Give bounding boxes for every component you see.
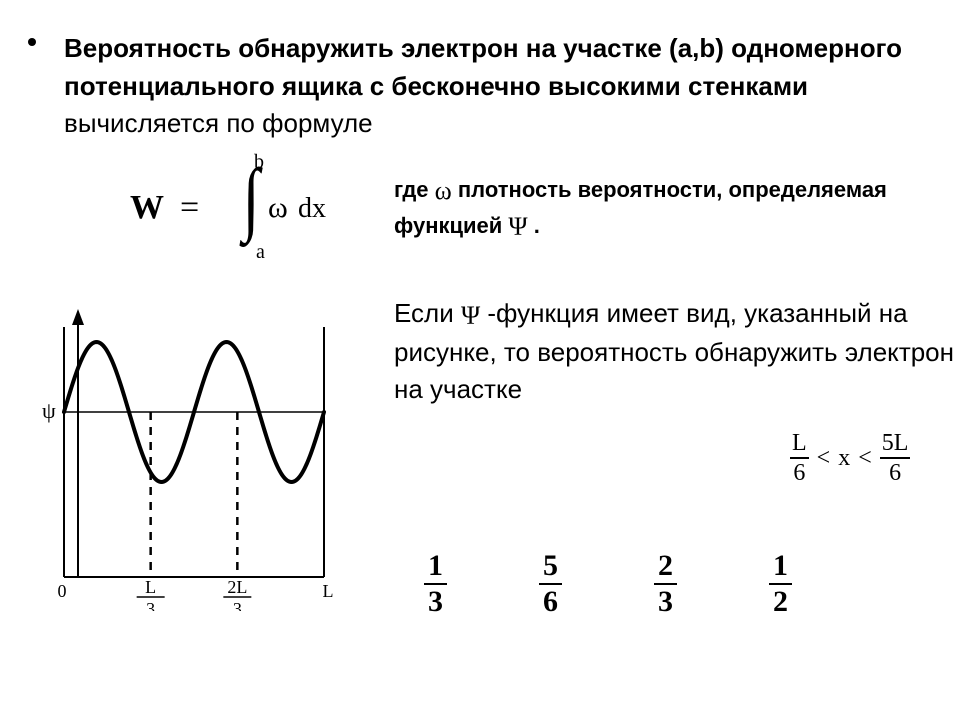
lt1: < — [817, 445, 831, 472]
desc1-mid: плотность вероятности, определяемая функ… — [394, 177, 887, 238]
row-body: ψL32L30L Если Ψ -функция имеет вид, указ… — [64, 295, 920, 655]
svg-text:L: L — [145, 577, 156, 597]
bullet-dot — [28, 38, 36, 46]
interval-right-den: 6 — [880, 457, 911, 485]
psi-symbol-inline: Ψ — [508, 209, 527, 245]
interval-right-fraction: 5L 6 — [880, 431, 911, 485]
answer-3-den: 3 — [654, 583, 677, 617]
title-tail: вычисляется по формуле — [64, 108, 373, 138]
answer-option-3: 2 3 — [654, 551, 677, 617]
description-question: Если Ψ -функция имеет вид, указанный на … — [394, 295, 960, 407]
svg-text:L: L — [323, 581, 334, 601]
desc2-pre: Если — [394, 298, 461, 328]
omega-symbol-inline: ω — [435, 173, 452, 209]
svg-text:3: 3 — [146, 599, 155, 611]
svg-text:3: 3 — [233, 599, 242, 611]
answer-1-num: 1 — [424, 551, 447, 583]
formula-dx: dx — [298, 193, 326, 225]
answer-2-den: 6 — [539, 583, 562, 617]
lt2: < — [858, 445, 872, 472]
slide-title: Вероятность обнаружить электрон на участ… — [64, 30, 904, 143]
formula-equals: = — [180, 189, 199, 227]
answer-option-4: 1 2 — [769, 551, 792, 617]
integral-sign: ∫ — [243, 157, 260, 239]
interval-right-num: 5L — [880, 431, 911, 457]
desc1-pre: где — [394, 177, 435, 202]
answer-4-num: 1 — [769, 551, 792, 583]
answer-options: 1 3 5 6 2 3 1 2 — [424, 551, 792, 617]
answer-option-1: 1 3 — [424, 551, 447, 617]
title-bold: Вероятность обнаружить электрон на участ… — [64, 33, 902, 101]
answer-1-den: 3 — [424, 583, 447, 617]
desc1-dot: . — [534, 213, 540, 238]
psi-symbol-question: Ψ — [461, 298, 480, 334]
answer-option-2: 5 6 — [539, 551, 562, 617]
formula-omega: ω — [268, 191, 288, 225]
answer-4-den: 2 — [769, 583, 792, 617]
row-formula: b a W = ∫ ω dx где ω плотность вероятнос… — [64, 155, 920, 295]
answer-2-num: 5 — [539, 551, 562, 583]
description-omega: где ω плотность вероятности, определяема… — [394, 173, 954, 246]
wavefunction-chart: ψ L 3 2L 3 0 L — [24, 291, 344, 616]
svg-text:2L: 2L — [227, 577, 247, 597]
integral-lower-bound: a — [256, 241, 265, 264]
interval-left-fraction: L 6 — [790, 431, 809, 485]
answer-3-num: 2 — [654, 551, 677, 583]
slide: Вероятность обнаружить электрон на участ… — [0, 0, 960, 720]
chart-svg: ψ L 3 2L 3 0 L — [24, 291, 344, 611]
integral-formula: b a W = ∫ ω dx — [120, 155, 340, 275]
interval-expression: L 6 < x < 5L 6 — [790, 431, 910, 485]
svg-text:0: 0 — [58, 581, 67, 601]
svg-text:ψ: ψ — [42, 398, 56, 423]
interval-left-num: L — [790, 431, 809, 457]
formula-W: W — [130, 189, 164, 227]
interval-x: x — [838, 445, 850, 472]
interval-left-den: 6 — [790, 457, 809, 485]
